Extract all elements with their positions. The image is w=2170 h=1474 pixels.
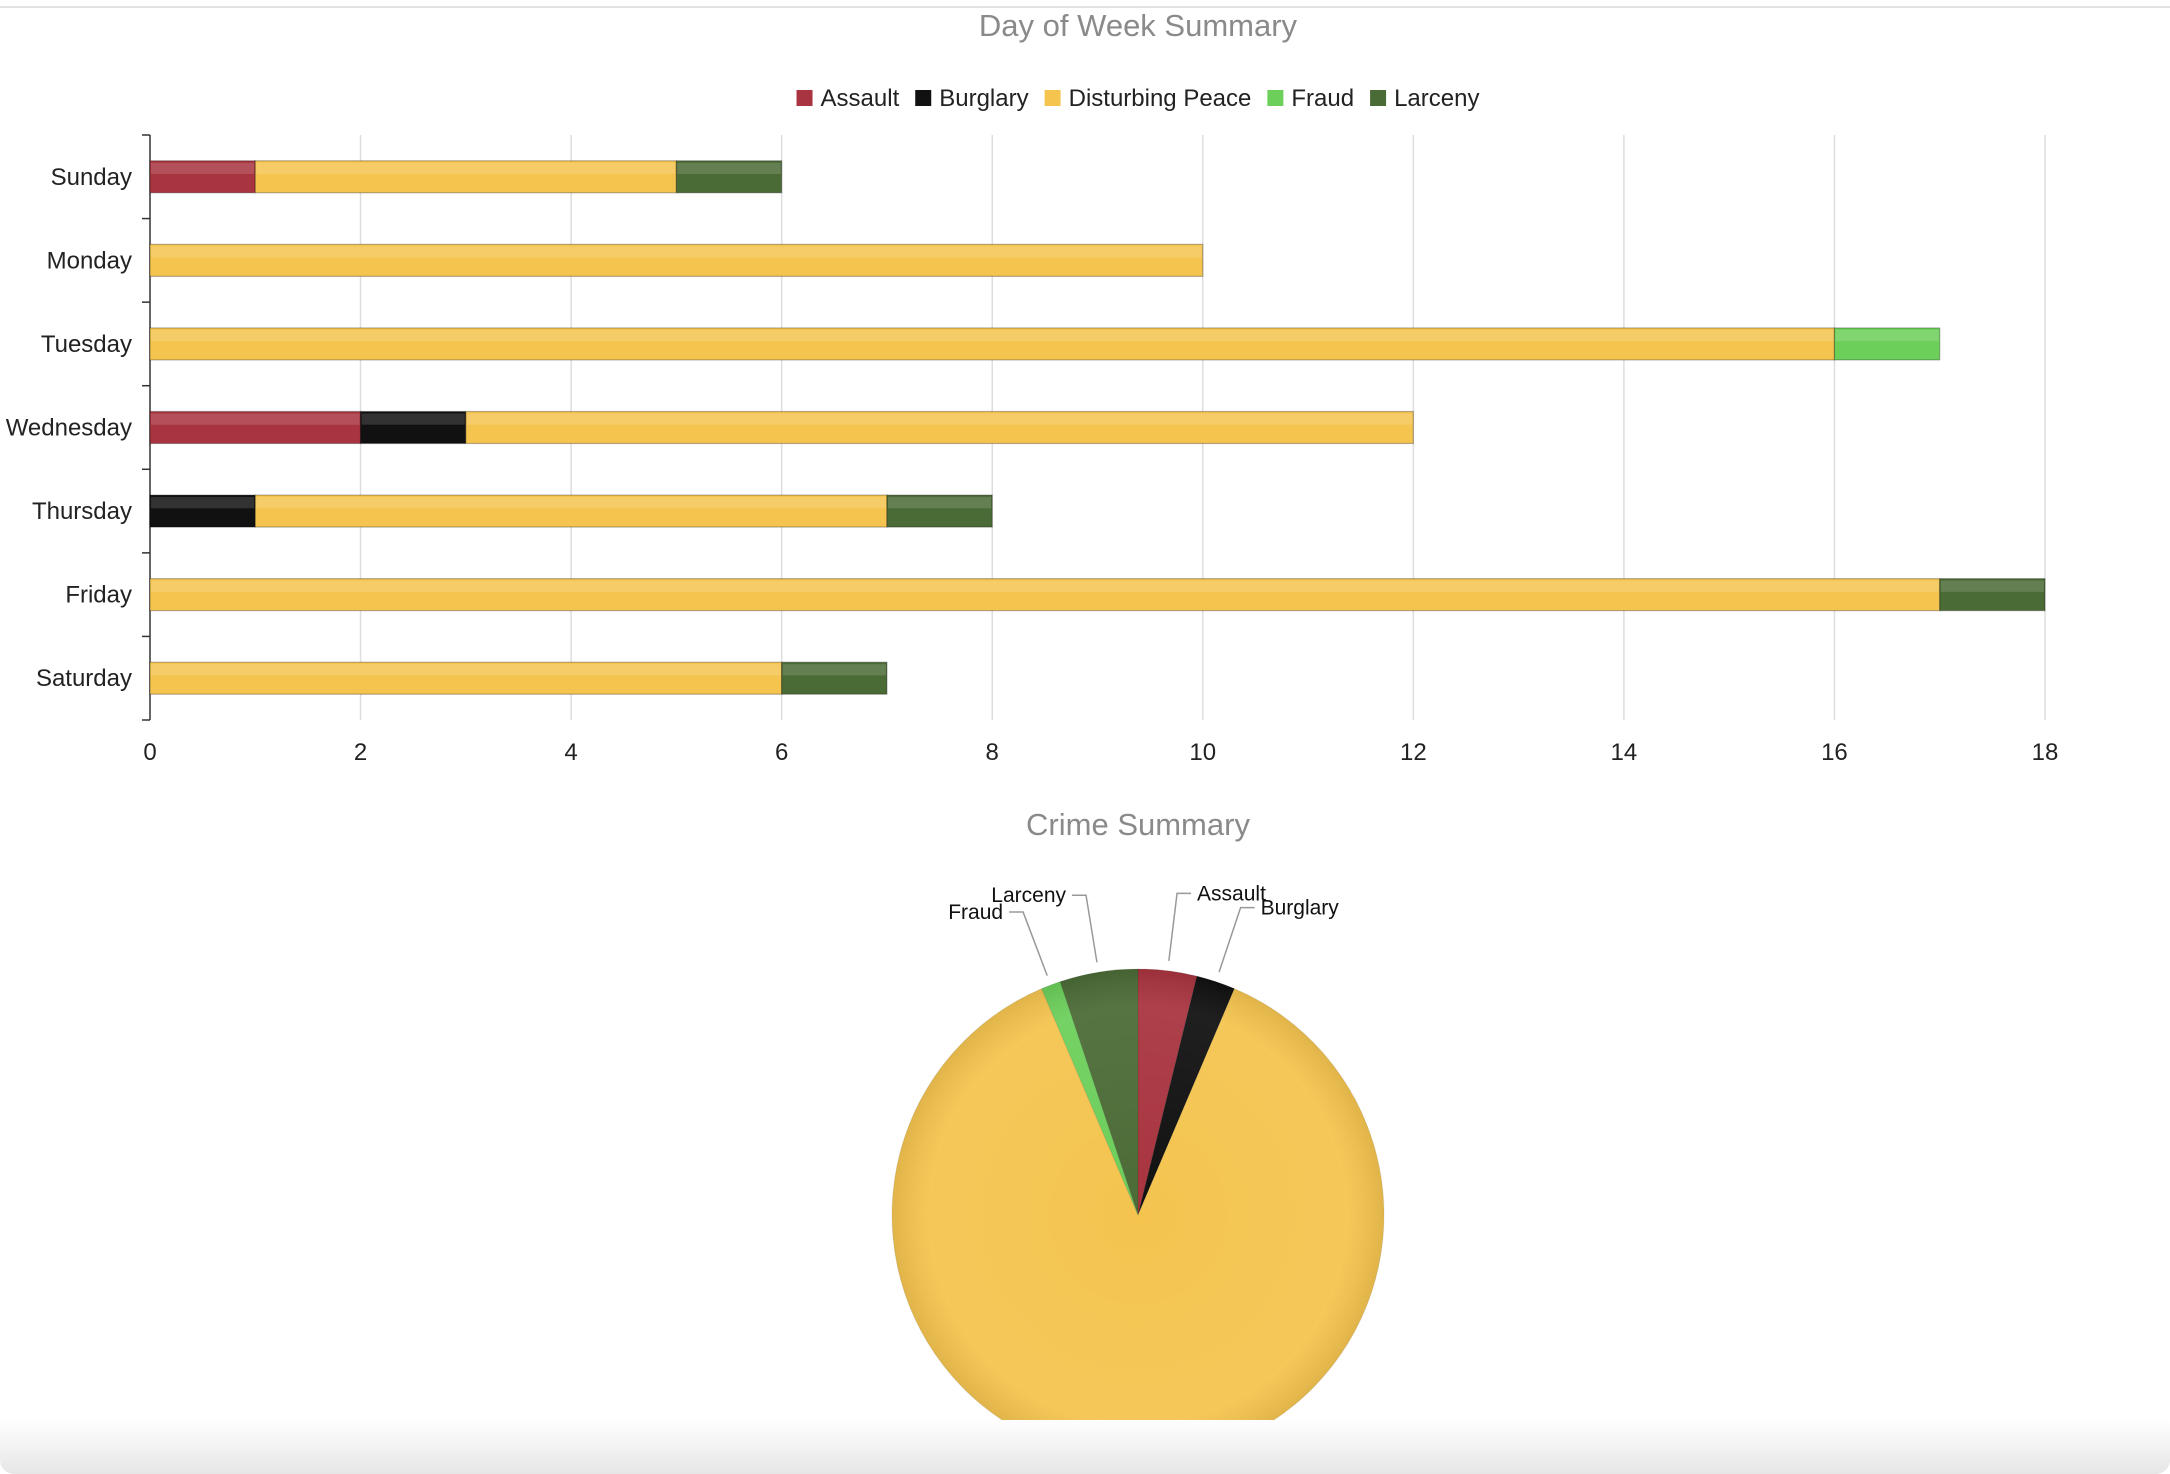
bar-chart-bars xyxy=(149,160,2046,695)
bar-saturday-larceny[interactable] xyxy=(781,661,888,695)
bar-sheen xyxy=(1835,329,1939,342)
bar-sheen xyxy=(782,664,886,676)
legend-swatch-assault xyxy=(796,90,813,106)
bar-sunday-larceny[interactable] xyxy=(675,160,783,194)
legend-swatch-burglary xyxy=(915,90,932,106)
legend-swatch-fraud xyxy=(1267,90,1284,106)
bar-wednesday-assault[interactable] xyxy=(149,410,362,445)
day-of-week-bar-chart: Day of Week Summary Assault Burglary Distu… xyxy=(6,8,2059,766)
bar-sheen xyxy=(151,664,781,676)
category-label-saturday: Saturday xyxy=(36,665,132,692)
bar-sheen xyxy=(677,162,781,174)
bar-sheen xyxy=(466,413,1413,425)
legend-item-fraud[interactable]: Fraud xyxy=(1291,85,1354,112)
category-label-monday: Monday xyxy=(47,247,132,274)
legend-item-burglary[interactable]: Burglary xyxy=(939,85,1028,112)
bar-chart-legend: Assault Burglary Disturbing Peace Fraud Larc… xyxy=(796,85,1479,112)
bar-sheen xyxy=(151,580,1939,592)
x-tick-label-8: 8 xyxy=(986,739,999,766)
pie-label-assault: Assault xyxy=(1197,882,1266,905)
legend-item-disturbing-peace[interactable]: Disturbing Peace xyxy=(1069,85,1252,112)
window-bottom-edge xyxy=(0,1420,2170,1474)
category-label-sunday: Sunday xyxy=(51,164,132,191)
bar-chart-gridlines xyxy=(359,135,2046,720)
pie-leader-fraud xyxy=(1009,911,1048,976)
bar-tuesday-disturbing-peace[interactable] xyxy=(149,327,1836,361)
x-tick-label-6: 6 xyxy=(775,739,788,766)
bar-sheen xyxy=(887,497,992,509)
legend-swatch-larceny xyxy=(1370,90,1387,106)
pie-leader-burglary xyxy=(1218,906,1255,973)
category-label-thursday: Thursday xyxy=(32,498,132,525)
bar-friday-larceny[interactable] xyxy=(1939,578,2046,612)
bar-sheen xyxy=(256,497,886,509)
bar-sunday-disturbing-peace[interactable] xyxy=(254,160,677,194)
pie-label-larceny: Larceny xyxy=(991,884,1066,907)
x-tick-label-10: 10 xyxy=(1189,739,1216,766)
bar-sheen xyxy=(1940,580,2044,592)
bar-thursday-larceny[interactable] xyxy=(886,494,993,528)
x-tick-label-4: 4 xyxy=(564,739,577,766)
pie-label-fraud: Fraud xyxy=(948,901,1003,924)
legend-item-larceny[interactable]: Larceny xyxy=(1394,85,1479,112)
x-tick-label-12: 12 xyxy=(1400,739,1427,766)
pie-label-burglary: Burglary xyxy=(1261,897,1340,920)
bar-sheen xyxy=(151,162,255,174)
bar-sheen xyxy=(256,162,676,174)
x-tick-label-2: 2 xyxy=(354,739,367,766)
bar-wednesday-burglary[interactable] xyxy=(359,410,467,445)
bar-chart-category-labels: Sunday Monday Tuesday Wednesday Thursday Frid… xyxy=(6,164,132,692)
bar-friday-disturbing-peace[interactable] xyxy=(149,578,1941,612)
x-tick-label-16: 16 xyxy=(1821,739,1848,766)
bar-sheen xyxy=(151,329,1834,342)
bar-saturday-disturbing-peace[interactable] xyxy=(149,661,783,695)
legend-swatch-disturbing-peace xyxy=(1044,90,1061,106)
bar-thursday-burglary[interactable] xyxy=(149,494,256,528)
bar-sheen xyxy=(361,413,465,425)
bar-chart-tick-labels: 0 2 4 6 8 10 12 14 16 18 xyxy=(143,739,2058,766)
bar-tuesday-fraud[interactable] xyxy=(1833,327,1941,361)
category-label-tuesday: Tuesday xyxy=(41,331,132,358)
bar-sheen xyxy=(151,246,1202,258)
bar-sheen xyxy=(151,413,360,425)
bar-sheen xyxy=(151,497,255,509)
top-divider xyxy=(0,6,2170,8)
legend-item-assault[interactable]: Assault xyxy=(821,85,900,112)
pie-chart-title: Crime Summary xyxy=(1026,807,1250,842)
x-tick-label-0: 0 xyxy=(143,739,156,766)
bar-thursday-disturbing-peace[interactable] xyxy=(254,494,888,528)
bar-monday-disturbing-peace[interactable] xyxy=(149,243,1204,277)
bar-chart-axes xyxy=(142,134,151,721)
x-tick-label-18: 18 xyxy=(2032,739,2059,766)
pie-shading xyxy=(892,969,1384,1461)
bar-wednesday-disturbing-peace[interactable] xyxy=(465,410,1414,445)
bar-chart-title: Day of Week Summary xyxy=(979,8,1298,43)
pie-leader-larceny xyxy=(1072,894,1098,963)
category-label-friday: Friday xyxy=(65,582,132,609)
x-tick-label-14: 14 xyxy=(1611,739,1638,766)
pie-leader-assault xyxy=(1168,892,1192,961)
category-label-wednesday: Wednesday xyxy=(6,415,132,442)
